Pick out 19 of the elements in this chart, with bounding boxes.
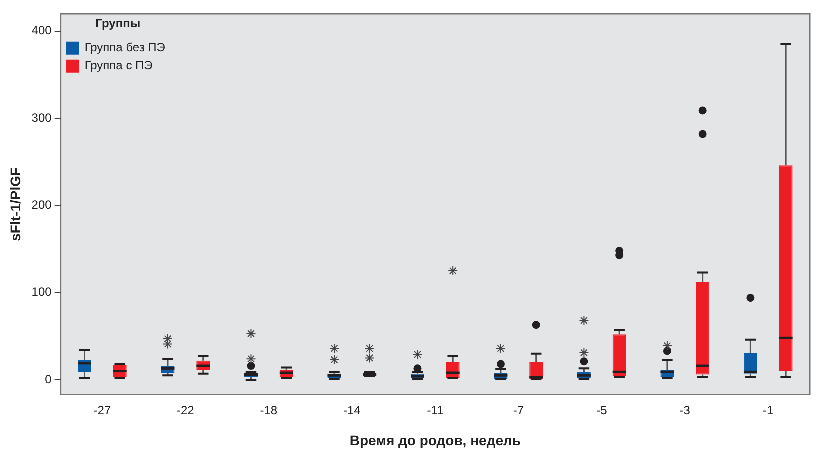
y-tick-label: 100 [32, 285, 52, 300]
y-tick-label: 0 [45, 372, 52, 386]
legend-label: Группа с ПЭ [84, 58, 154, 73]
legend-label: Группа без ПЭ [84, 40, 166, 55]
x-tick-label: -14 [343, 403, 362, 418]
y-tick-label: 300 [32, 110, 52, 125]
x-tick-label: -27 [94, 403, 112, 418]
y-tick-label: 400 [32, 24, 52, 38]
x-tick-label: -11 [427, 403, 444, 418]
y-axis-title: sFlt-1/PlGF [7, 167, 24, 242]
x-tick-label: -22 [177, 403, 195, 418]
x-axis-title: Время до родов, недель [350, 432, 522, 448]
x-tick-label: -18 [260, 403, 278, 418]
y-tick-label: 200 [32, 198, 52, 212]
x-tick-label: -5 [596, 403, 608, 418]
legend-title: Группы [96, 16, 141, 30]
x-tick-label: -7 [513, 403, 524, 418]
x-tick-label: -3 [680, 403, 691, 418]
x-tick-label: -1 [763, 403, 774, 418]
